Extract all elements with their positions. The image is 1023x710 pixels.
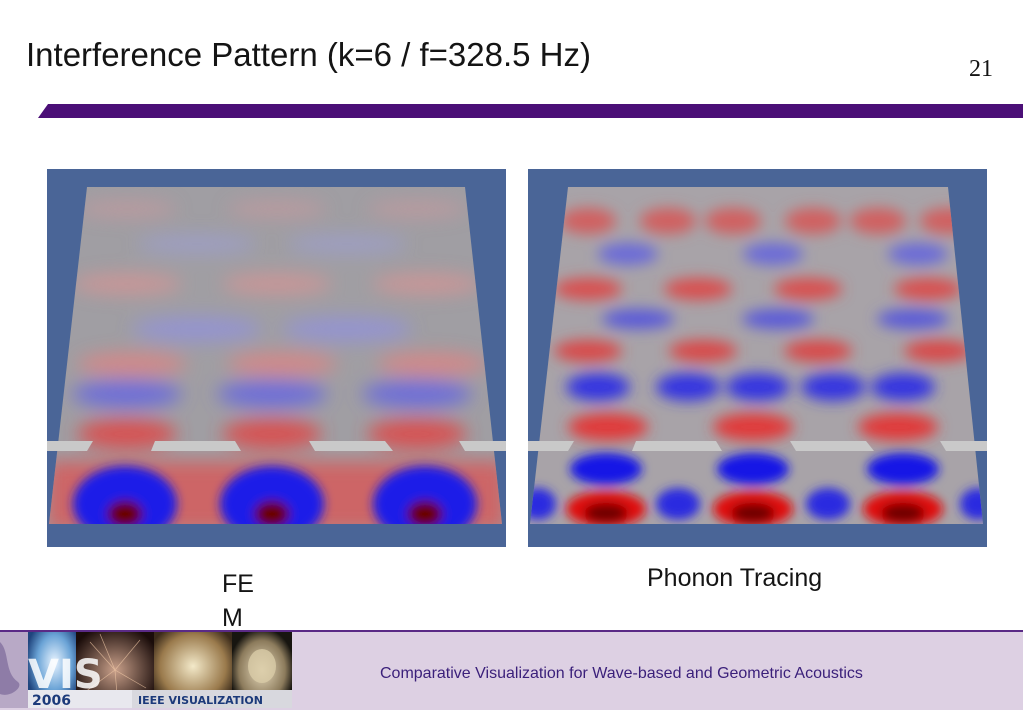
footer: VIS 2006 IEEE VISUALIZATION Comparative … (0, 630, 1023, 710)
page-number: 21 (969, 56, 993, 82)
fem-visualization (47, 169, 506, 547)
slide-title: Interference Pattern (k=6 / f=328.5 Hz) (26, 36, 591, 73)
vis-2006-logo: VIS 2006 IEEE VISUALIZATION (0, 632, 292, 708)
caption-phonon-tracing: Phonon Tracing (647, 564, 823, 592)
phonon-tracing-visualization (528, 169, 987, 547)
logo-ieee-visualization: IEEE VISUALIZATION (138, 694, 263, 707)
title-bar (38, 104, 1023, 118)
logo-year: 2006 (32, 693, 71, 708)
caption-fem: FEM (222, 570, 254, 632)
footer-text: Comparative Visualization for Wave-based… (380, 665, 863, 682)
